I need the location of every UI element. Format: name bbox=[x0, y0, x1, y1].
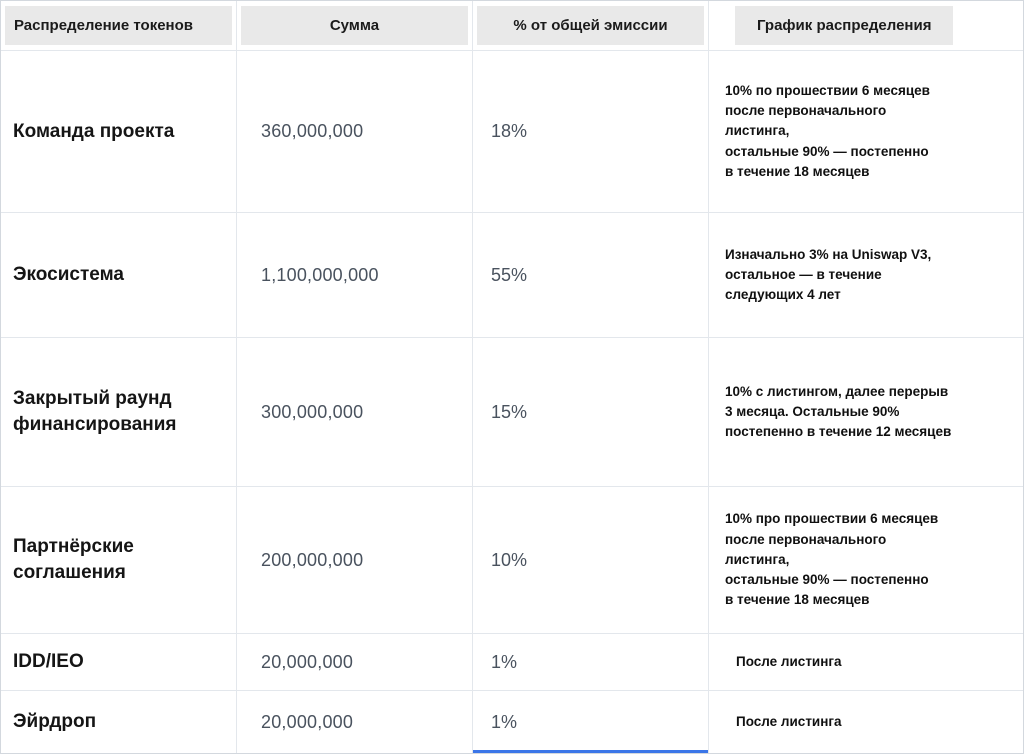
token-amount: 20,000,000 bbox=[237, 691, 473, 753]
token-category-name: Команда проекта bbox=[1, 51, 237, 213]
token-amount: 20,000,000 bbox=[237, 634, 473, 691]
token-category-name: Эйрдроп bbox=[1, 691, 237, 753]
table-bottom-accent-line bbox=[473, 750, 708, 753]
token-category-name: Экосистема bbox=[1, 213, 237, 338]
header-label-schedule: График распределения bbox=[735, 6, 954, 45]
header-label-distribution: Распределение токенов bbox=[5, 6, 232, 45]
emission-percent-value: 1% bbox=[491, 711, 518, 732]
distribution-schedule: 10% с листингом, далее перерыв 3 месяца.… bbox=[709, 338, 1023, 487]
token-amount: 360,000,000 bbox=[237, 51, 473, 213]
distribution-schedule: После листинга bbox=[709, 691, 1023, 753]
token-category-name: IDD/IEO bbox=[1, 634, 237, 691]
emission-percent: 55% bbox=[473, 213, 709, 338]
token-amount: 300,000,000 bbox=[237, 338, 473, 487]
distribution-schedule: После листинга bbox=[709, 634, 1023, 691]
distribution-schedule: 10% по прошествии 6 месяцев после первон… bbox=[709, 51, 1023, 213]
emission-percent: 1% bbox=[473, 634, 709, 691]
header-cell-amount: Сумма bbox=[237, 1, 473, 51]
emission-percent: 18% bbox=[473, 51, 709, 213]
token-amount: 1,100,000,000 bbox=[237, 213, 473, 338]
emission-percent: 1% bbox=[473, 691, 709, 753]
header-cell-distribution: Распределение токенов bbox=[1, 1, 237, 51]
emission-percent: 15% bbox=[473, 338, 709, 487]
token-amount: 200,000,000 bbox=[237, 487, 473, 634]
distribution-schedule: 10% про прошествии 6 месяцев после перво… bbox=[709, 487, 1023, 634]
distribution-schedule: Изначально 3% на Uniswap V3, остальное —… bbox=[709, 213, 1023, 338]
header-cell-percent: % от общей эмиссии bbox=[473, 1, 709, 51]
emission-percent: 10% bbox=[473, 487, 709, 634]
token-category-name: Партнёрские соглашения bbox=[1, 487, 237, 634]
header-label-percent: % от общей эмиссии bbox=[477, 6, 704, 45]
header-cell-schedule: График распределения bbox=[709, 1, 1023, 51]
token-category-name: Закрытый раунд финансирования bbox=[1, 338, 237, 487]
header-label-amount: Сумма bbox=[241, 6, 468, 45]
